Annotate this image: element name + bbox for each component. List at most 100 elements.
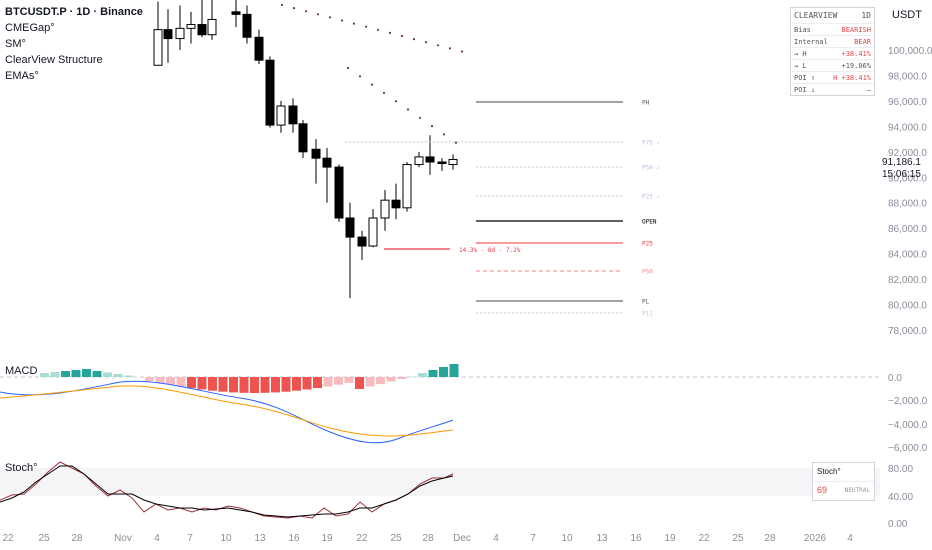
stoch-box-title: Stoch°	[813, 463, 874, 482]
time-axis-tick: 19	[321, 533, 333, 544]
stoch-pane-label[interactable]: Stoch°	[5, 462, 38, 474]
label-p11: P11	[642, 311, 653, 318]
candle-body	[197, 24, 207, 36]
macd-hist-bar	[113, 374, 123, 377]
time-axis-tick: 25	[38, 533, 50, 544]
label-p25-red: P25	[642, 241, 653, 248]
candle-body	[402, 164, 412, 209]
macd-line	[0, 380, 454, 444]
macd-hist-bar	[302, 377, 312, 390]
macd-hist-bar	[428, 370, 438, 377]
macd-axis-tick: −2,000.0	[888, 396, 928, 407]
candle-body	[231, 11, 241, 15]
price-axis-tick: 88,000.0	[888, 199, 927, 210]
time-axis-tick: 25	[732, 533, 744, 544]
trend-dot-upper	[328, 16, 332, 19]
macd-hist-bar	[439, 367, 448, 377]
time-axis-tick: 7	[530, 533, 536, 544]
trend-dot-upper	[340, 19, 344, 22]
macd-pane-label[interactable]: MACD	[5, 365, 38, 377]
candle-body	[391, 199, 401, 209]
trend-dot-upper	[436, 44, 440, 47]
currency-label[interactable]: USDT	[892, 9, 922, 21]
time-axis-tick: 2026	[804, 533, 827, 544]
macd-hist-bar	[176, 377, 186, 387]
indicator-legend-clearview[interactable]: ClearView Structure	[5, 54, 103, 66]
macd-hist-bar	[407, 376, 417, 377]
stoch-band	[0, 468, 880, 496]
price-axis-tick: 84,000.0	[888, 250, 927, 261]
macd-hist-bar	[50, 372, 60, 377]
price-axis-tick: 80,000.0	[888, 301, 927, 312]
indicator-legend-cmegap[interactable]: CMEGap°	[5, 22, 55, 34]
time-axis-tick: 7	[187, 533, 193, 544]
time-axis-tick: 4	[154, 533, 160, 544]
macd-hist-bar	[344, 377, 354, 383]
candle-body	[425, 156, 435, 163]
macd-axis-tick: −6,000.0	[888, 443, 928, 454]
trend-dot-lower	[418, 116, 422, 119]
cv-value-l: +19.06%	[841, 61, 871, 70]
current-price-label: 91,186.1	[882, 157, 921, 168]
macd-hist-bar	[418, 373, 427, 377]
range-stat-label: 14.3% · 8d · 7.2%	[459, 247, 521, 254]
trend-dot-upper	[460, 50, 464, 53]
cv-value-bias: BEARISH	[841, 25, 871, 34]
clearview-title: CLEARVIEW	[794, 11, 838, 20]
trend-dot-lower	[358, 75, 362, 78]
stoch-axis-tick: 80.00	[888, 464, 913, 475]
time-axis-tick: 22	[698, 533, 710, 544]
macd-axis-tick: 0.0	[888, 373, 902, 384]
stoch-state: NEUTRAL	[844, 487, 870, 494]
price-axis-tick: 98,000.0	[888, 71, 927, 82]
candle-body	[334, 166, 344, 219]
candle-body	[242, 13, 252, 38]
macd-signal-line	[0, 385, 454, 437]
candle-body	[186, 24, 196, 29]
macd-hist-bar	[71, 370, 81, 377]
macd-hist-bar	[61, 371, 70, 377]
indicator-legend-sm[interactable]: SM°	[5, 38, 26, 50]
cv-value-h: +38.41%	[841, 49, 871, 58]
candle-body	[414, 156, 424, 166]
time-axis-tick: Dec	[453, 533, 471, 544]
macd-hist-bar	[365, 377, 375, 387]
symbol-title[interactable]: BTCUSDT.P · 1D · Binance	[5, 6, 143, 18]
clearview-timeframe: 1D	[861, 11, 871, 20]
cv-key-poi-up: POI ↑	[794, 73, 816, 82]
candle-body	[345, 217, 355, 238]
cv-key-l: → L	[794, 61, 807, 70]
label-pl: PL	[642, 299, 650, 306]
macd-hist-bar	[239, 377, 249, 393]
candle-body	[357, 236, 367, 247]
time-axis-tick: 22	[356, 533, 368, 544]
trend-dot-upper	[388, 31, 392, 34]
price-axis-tick: 82,000.0	[888, 275, 927, 286]
macd-hist-bar	[323, 377, 333, 387]
cv-value-poi-down: –	[866, 85, 871, 94]
trend-dot-upper	[376, 28, 380, 31]
macd-hist-bar	[208, 377, 217, 391]
candle-body	[254, 36, 264, 61]
stoch-axis-tick: 0.00	[888, 519, 908, 530]
price-axis-tick: 86,000.0	[888, 224, 927, 235]
label-p25: P25 ✓	[642, 194, 660, 201]
time-axis-tick: 13	[254, 533, 266, 544]
macd-hist-bar	[103, 372, 112, 377]
stoch-info-box: Stoch° 69 NEUTRAL	[812, 462, 875, 501]
trend-dot-upper	[304, 10, 308, 13]
time-axis-tick: 25	[390, 533, 402, 544]
time-axis-tick: 4	[493, 533, 499, 544]
candle-body	[175, 27, 185, 40]
time-axis-tick: 22	[2, 533, 14, 544]
trend-dot-upper	[316, 13, 320, 16]
stoch-d-line	[0, 465, 454, 518]
candle-body	[207, 18, 217, 36]
macd-hist-bar	[218, 377, 228, 392]
cv-key-internal: Internal	[794, 37, 828, 46]
time-axis-tick: 19	[664, 533, 676, 544]
macd-hist-bar	[145, 377, 154, 381]
indicator-legend-emas[interactable]: EMAs°	[5, 70, 39, 82]
